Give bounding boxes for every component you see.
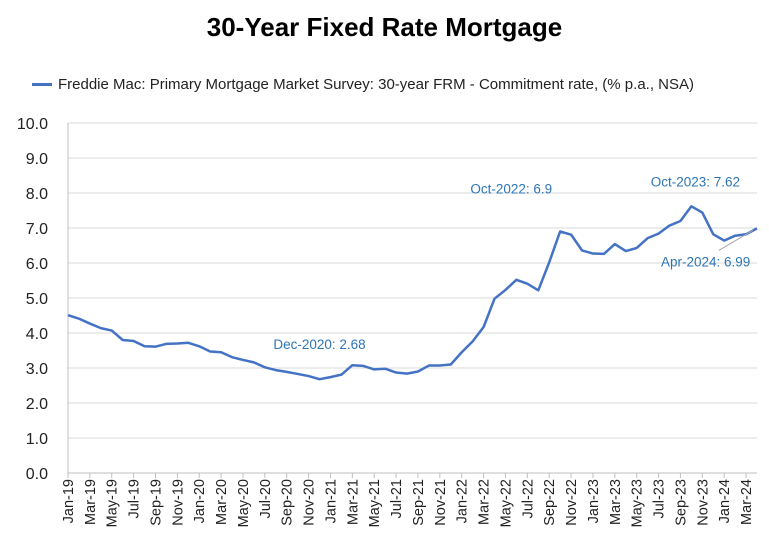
x-tick-label: Jul-19 <box>127 479 143 519</box>
x-tick-label: Mar-20 <box>214 479 230 525</box>
x-tick-label: Jan-24 <box>717 479 733 523</box>
annotation-label: Oct-2022: 6.9 <box>470 182 552 197</box>
y-axis-ticks: 0.0 1.0 2.0 3.0 4.0 5.0 6.0 7.0 8.0 9.0 10.0 <box>17 116 48 483</box>
x-tick-label: Jul-22 <box>520 479 536 519</box>
x-tick-label: Jul-20 <box>258 479 274 519</box>
y-tick-label: 5.0 <box>26 291 48 308</box>
legend-label: Freddie Mac: Primary Mortgage Market Sur… <box>58 75 694 93</box>
y-tick-label: 1.0 <box>26 431 48 448</box>
annotation-label: Apr-2024: 6.99 <box>661 254 750 269</box>
series-lines <box>67 205 758 381</box>
y-tick-label: 8.0 <box>26 186 48 203</box>
legend: Freddie Mac: Primary Mortgage Market Sur… <box>32 74 694 94</box>
x-tick-label: Mar-19 <box>83 479 99 525</box>
x-tick-label: Jan-20 <box>192 479 208 523</box>
y-tick-label: 6.0 <box>26 256 48 273</box>
annotation-leader <box>718 229 754 251</box>
y-tick-label: 10.0 <box>17 116 48 133</box>
x-tick-label: Mar-24 <box>739 479 755 525</box>
x-tick-label: Jan-19 <box>61 479 77 523</box>
y-tick-label: 7.0 <box>26 221 48 238</box>
x-tick-label: Jan-23 <box>586 479 602 523</box>
series-line <box>67 205 758 381</box>
x-tick-label: Jan-21 <box>323 479 339 523</box>
y-tick-label: 2.0 <box>26 396 48 413</box>
x-tick-label: Nov-20 <box>302 479 318 526</box>
x-tick-label: Sep-23 <box>673 479 689 526</box>
x-tick-label: Jan-22 <box>455 479 471 523</box>
x-tick-label: Nov-22 <box>564 479 580 526</box>
annotations: Dec-2020: 2.68 Oct-2022: 6.9 Oct-2023: 7.6… <box>273 174 754 352</box>
x-tick-label: Jul-23 <box>652 479 668 519</box>
gridlines <box>67 122 757 474</box>
y-tick-label: 9.0 <box>26 151 48 168</box>
x-tick-label: Jul-21 <box>389 479 405 519</box>
x-tick-label: Nov-23 <box>695 479 711 526</box>
x-tick-label: Sep-21 <box>411 479 427 526</box>
x-tick-label: May-19 <box>105 479 121 527</box>
x-tick-label: May-20 <box>236 479 252 527</box>
x-tick-label: Mar-23 <box>608 479 624 525</box>
x-tick-label: Sep-19 <box>148 479 164 526</box>
x-tick-label: May-21 <box>367 479 383 527</box>
x-tick-label: May-22 <box>498 479 514 527</box>
chart-title: 30-Year Fixed Rate Mortgage <box>206 12 563 42</box>
annotation-label: Oct-2023: 7.62 <box>651 174 740 189</box>
x-tick-label: Nov-19 <box>170 479 186 526</box>
x-tick-label: May-23 <box>630 479 646 527</box>
x-tick-label: Sep-22 <box>542 479 558 526</box>
annotation-label: Dec-2020: 2.68 <box>273 337 365 352</box>
x-tick-label: Mar-22 <box>477 479 493 525</box>
y-tick-label: 4.0 <box>26 326 48 343</box>
legend-line-swatch <box>32 82 52 86</box>
x-axis-ticks: Jan-19 Mar-19 May-19 Jul-19 Sep-19 Nov-19 Jan-… <box>61 473 755 527</box>
y-tick-label: 0.0 <box>26 466 48 483</box>
x-tick-label: Sep-20 <box>280 479 296 526</box>
x-tick-label: Nov-21 <box>433 479 449 526</box>
x-tick-label: Mar-21 <box>345 479 361 525</box>
y-tick-label: 3.0 <box>26 361 48 378</box>
